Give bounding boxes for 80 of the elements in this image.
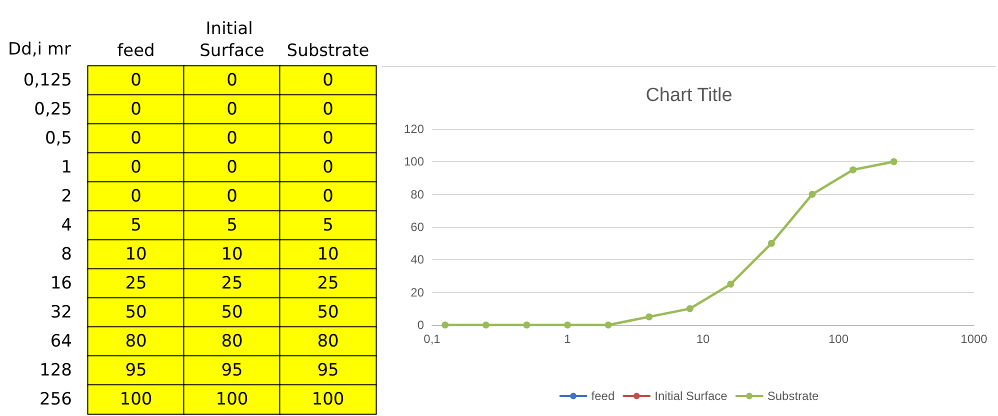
y-tick-label: 8: [61, 244, 72, 264]
data-label: 0: [322, 128, 334, 148]
y-tick-label: 128: [40, 360, 72, 380]
data-label: 0: [226, 158, 238, 178]
y-tick-label: 0,125: [23, 70, 72, 90]
data-label: 10: [221, 244, 243, 264]
data-label: 0: [226, 70, 238, 90]
data-label: 0: [226, 100, 238, 120]
x-tick-label: 10: [696, 332, 710, 346]
x-tick-label: Substrate: [286, 41, 370, 61]
x-tick-label: 1: [564, 332, 572, 346]
data-label: 10: [317, 244, 339, 264]
y-tick-label: 32: [50, 302, 72, 322]
x-tick-label: Initial Surface: [200, 19, 264, 61]
y-tick-label: 80: [410, 187, 424, 202]
data-label: 0: [130, 158, 142, 178]
legend-label: feed: [591, 389, 615, 403]
data-label: 25: [125, 274, 147, 294]
data-label: 0: [322, 186, 334, 206]
point: [686, 305, 694, 312]
y-tick-label: 20: [410, 285, 424, 300]
point: [482, 322, 490, 328]
y-axis-title: Dd,i mr: [8, 40, 71, 60]
data-label: 50: [125, 302, 147, 322]
point: [768, 240, 775, 247]
data-label: 0: [322, 70, 334, 90]
x-tick-label: 1000: [960, 332, 988, 346]
data-label: 25: [221, 274, 243, 294]
y-tick-label: 16: [50, 274, 72, 294]
data-label: 0: [322, 158, 334, 178]
y-tick-label: 1: [61, 158, 72, 178]
data-label: 50: [317, 302, 339, 322]
point: [523, 322, 530, 328]
data-label: 5: [130, 216, 142, 236]
point: [442, 322, 449, 328]
data-label: 80: [125, 332, 147, 352]
data-label: 0: [130, 100, 142, 120]
data-label: 0: [226, 128, 238, 148]
data-label: 0: [130, 128, 142, 148]
data-label: 100: [216, 390, 248, 410]
data-label: 0: [130, 186, 142, 206]
y-tick-label: 100: [404, 154, 424, 169]
y-tick-label: 4: [61, 216, 72, 236]
data-label: 95: [125, 360, 147, 380]
y-tick-label: 0,25: [34, 100, 72, 120]
data-label: 5: [226, 216, 238, 236]
data-label: 100: [120, 390, 152, 410]
point: [564, 322, 572, 328]
data-label: 95: [221, 360, 243, 380]
point: [604, 322, 612, 328]
point: [808, 190, 816, 198]
y-tick-label: 120: [404, 122, 424, 136]
point: [646, 313, 653, 320]
data-label: 95: [317, 360, 339, 380]
data-label: 0: [130, 70, 142, 90]
x-tick-label: 0,1: [424, 332, 441, 346]
y-tick-label: 60: [410, 220, 424, 234]
data-label: 80: [317, 332, 339, 352]
data-label: 25: [317, 274, 339, 294]
data-label: 50: [221, 302, 243, 322]
y-tick-label: 40: [410, 252, 424, 267]
data-label: 100: [312, 390, 344, 410]
point: [890, 158, 898, 166]
legend-label: Initial Surface: [654, 389, 728, 403]
legend-label: Substrate: [767, 389, 820, 403]
chart-title: Chart Title: [646, 85, 732, 106]
data-label: 0: [226, 186, 238, 206]
y-tick-label: 64: [50, 332, 72, 352]
y-tick-label: 256: [40, 390, 72, 410]
y-tick-label: 2: [61, 186, 72, 206]
point: [850, 166, 857, 174]
data-label: 0: [322, 100, 334, 120]
data-label: 5: [322, 216, 334, 236]
x-tick-label: 100: [828, 332, 849, 346]
data-label: 10: [125, 244, 147, 264]
point: [727, 280, 734, 288]
y-tick-label: 0: [417, 318, 424, 332]
data-label: 80: [221, 332, 243, 352]
y-tick-label: 0,5: [44, 128, 72, 148]
x-tick-label: feed: [117, 41, 155, 61]
